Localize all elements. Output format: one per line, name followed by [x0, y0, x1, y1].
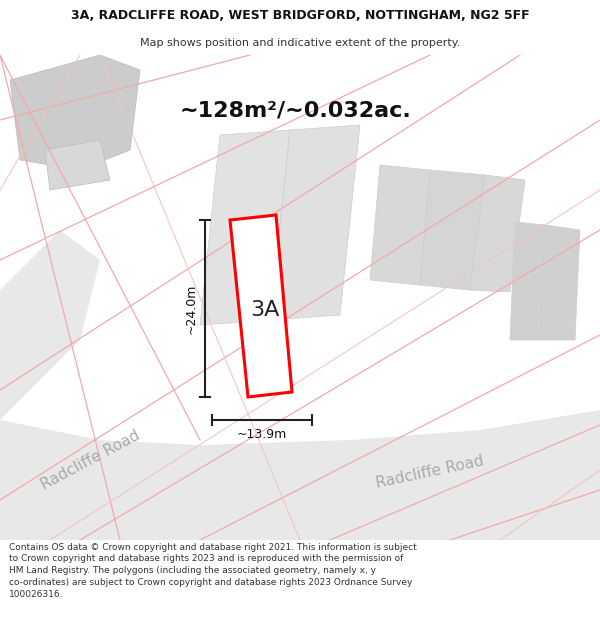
Text: Contains OS data © Crown copyright and database right 2021. This information is : Contains OS data © Crown copyright and d…: [9, 542, 417, 599]
Text: 3A, RADCLIFFE ROAD, WEST BRIDGFORD, NOTTINGHAM, NG2 5FF: 3A, RADCLIFFE ROAD, WEST BRIDGFORD, NOTT…: [71, 9, 529, 22]
Text: Map shows position and indicative extent of the property.: Map shows position and indicative extent…: [140, 38, 460, 48]
Polygon shape: [230, 215, 292, 397]
Text: ~24.0m: ~24.0m: [185, 283, 197, 334]
Polygon shape: [10, 55, 140, 170]
Polygon shape: [0, 230, 100, 420]
Polygon shape: [370, 165, 430, 285]
Text: Radcliffe Road: Radcliffe Road: [374, 453, 485, 491]
Polygon shape: [45, 140, 110, 190]
Text: ~128m²/~0.032ac.: ~128m²/~0.032ac.: [179, 100, 411, 120]
Polygon shape: [470, 175, 525, 292]
Polygon shape: [510, 222, 545, 340]
Text: ~13.9m: ~13.9m: [237, 429, 287, 441]
Text: 3A: 3A: [250, 300, 280, 320]
Polygon shape: [200, 130, 290, 325]
Polygon shape: [420, 170, 485, 290]
Polygon shape: [270, 125, 360, 320]
Polygon shape: [0, 410, 600, 540]
Text: Radcliffe Road: Radcliffe Road: [38, 428, 142, 493]
Polygon shape: [540, 225, 580, 340]
